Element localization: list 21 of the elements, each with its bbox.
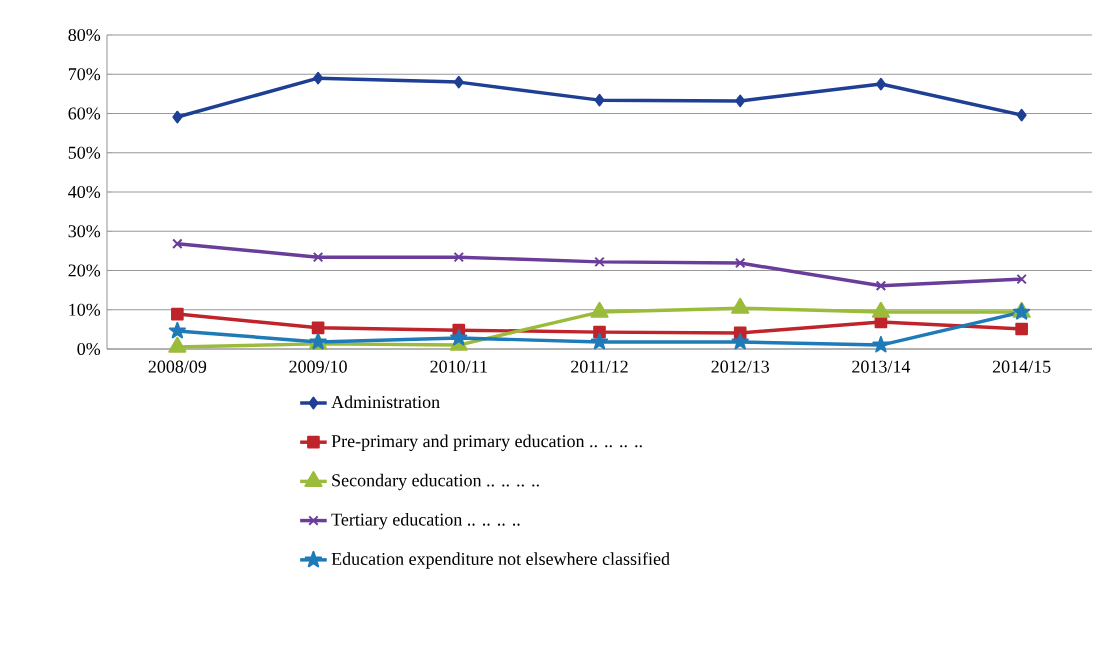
x-tick-label: 2010/11 xyxy=(430,360,487,373)
y-tick-label: 30% xyxy=(68,225,101,238)
x-tick-label: 2011/12 xyxy=(571,360,628,373)
y-tick-label: 10% xyxy=(69,303,101,316)
x-tick-label: 2008/09 xyxy=(148,360,207,373)
legend-label: Administration xyxy=(331,395,440,409)
y-tick-label: 80% xyxy=(68,28,101,42)
x-tick-label: 2009/10 xyxy=(289,360,347,373)
x-tick-label: 2014/15 xyxy=(992,360,1051,373)
y-tick-label: 40% xyxy=(68,185,101,199)
y-tick-label: 70% xyxy=(68,68,101,81)
legend-label: Pre-primary and primary education .. .. .. .. xyxy=(331,434,642,451)
y-tick-label: 60% xyxy=(68,107,101,120)
y-tick-label: 50% xyxy=(68,146,101,159)
x-tick-label: 2013/14 xyxy=(852,360,911,373)
y-tick-label: 0% xyxy=(77,342,101,356)
legend-label: Secondary education .. .. .. .. xyxy=(332,473,539,491)
x-tick-label: 2012/13 xyxy=(711,360,770,373)
legend-label: Tertiary education .. .. .. .. xyxy=(331,512,520,530)
y-tick-label: 20% xyxy=(68,264,101,277)
legend-label: Education expenditure not elsewhere classified xyxy=(331,552,670,569)
